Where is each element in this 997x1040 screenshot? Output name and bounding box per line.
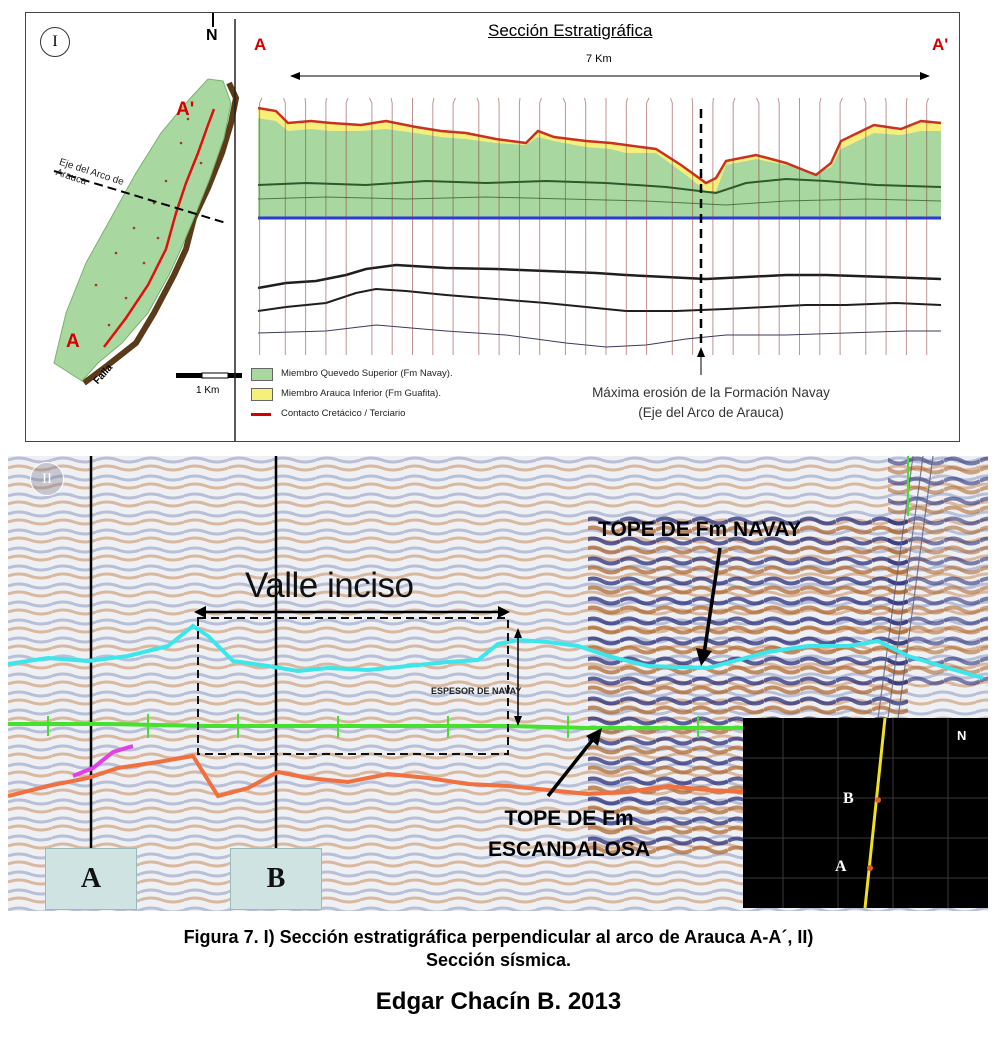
north-label: N xyxy=(206,27,218,44)
well-log-curve xyxy=(283,97,286,355)
orange-horizon xyxy=(8,753,744,799)
caption-line1: Figura 7. I) Sección estratigráfica perp… xyxy=(183,927,814,947)
tope-escandalosa-label: TOPE DE Fm ESCANDALOSA xyxy=(488,803,650,865)
tope-escandalosa-line2: ESCANDALOSA xyxy=(488,838,651,861)
section-title: Sección Estratigráfica xyxy=(488,21,653,40)
north-arrow-icon xyxy=(212,13,214,27)
horizon-ticks xyxy=(47,456,909,738)
contact-line xyxy=(257,106,942,185)
inset-label-a: A xyxy=(835,858,847,875)
panel2-roman-label: II xyxy=(30,462,64,496)
well-log-curve xyxy=(369,97,373,355)
well-log-curve xyxy=(885,97,887,355)
map-green-area xyxy=(53,78,232,382)
legend-label: Miembro Quevedo Superior (Fm Navay). xyxy=(281,368,453,379)
well-log-curve xyxy=(926,97,929,355)
well-log-curve xyxy=(584,97,587,355)
inset-label-b: B xyxy=(843,790,854,807)
well-log-curve xyxy=(390,97,393,355)
escandalosa-top-horizon xyxy=(8,722,743,730)
tope-navay-label: TOPE DE Fm NAVAY xyxy=(598,518,802,541)
erosion-note-line1: Máxima erosión de la Formación Navay xyxy=(592,385,830,400)
well-log-curve xyxy=(863,97,867,355)
well-log-curve xyxy=(562,97,566,355)
well-log-curve xyxy=(432,97,435,355)
tope-escandalosa-line1: TOPE DE Fm xyxy=(504,807,634,830)
legend-line-red xyxy=(251,413,271,416)
stratigraphic-section-panel: I N A A' Eje del Arco de Arauca Falla 1 … xyxy=(25,12,960,442)
figure-caption: Figura 7. I) Sección estratigráfica perp… xyxy=(40,926,957,972)
erosion-note: Máxima erosión de la Formación Navay (Ej… xyxy=(581,383,841,423)
well-log-curve xyxy=(646,97,650,355)
caption-line2: Sección sísmica. xyxy=(425,950,572,970)
legend-label: Miembro Arauca Inferior (Fm Guafita). xyxy=(281,388,441,399)
well-logs xyxy=(259,97,929,355)
inset-graphics xyxy=(743,718,988,908)
well-log-curve xyxy=(839,97,843,355)
inset-north-label: N xyxy=(957,728,967,743)
well-log-curve xyxy=(259,97,263,355)
seismic-graphics xyxy=(8,456,988,911)
well-log-curve xyxy=(819,97,822,355)
well-log-curve xyxy=(670,97,673,355)
well-log-curve xyxy=(732,97,736,355)
well-log-curve xyxy=(756,97,760,355)
panel1-roman-label: I xyxy=(40,27,70,57)
author-credit: Edgar Chacín B. 2013 xyxy=(375,988,622,1015)
section-label-a-prime: A' xyxy=(932,35,949,54)
legend-swatch-yellow xyxy=(251,388,273,401)
well-log-curve xyxy=(345,97,349,355)
seismic-section-panel: II Valle inciso ESPESOR DE NAVAY TOPE DE… xyxy=(8,456,988,911)
navay-top-horizon xyxy=(8,623,984,680)
map-label-a-prime: A' xyxy=(176,99,195,120)
well-log-curve xyxy=(539,97,542,355)
well-log-curve xyxy=(304,97,307,355)
legend-label: Contacto Cretácico / Terciario xyxy=(281,408,406,419)
well-log-curve xyxy=(905,97,908,355)
espesor-label: ESPESOR DE NAVAY xyxy=(431,686,522,696)
location-inset-map: N B A xyxy=(743,718,988,908)
scale-label: 1 Km xyxy=(196,385,220,396)
scale-bar xyxy=(176,372,242,379)
map-section-line xyxy=(103,108,216,348)
well-b-box: B xyxy=(230,848,322,910)
well-log-curve xyxy=(498,97,500,355)
valle-inciso-label: Valle inciso xyxy=(245,566,414,605)
legend-swatch-green xyxy=(251,368,273,381)
map-well-dots xyxy=(94,117,203,327)
distance-label: 7 Km xyxy=(586,53,612,65)
well-log-curve xyxy=(777,97,780,355)
well-log-curve xyxy=(712,97,714,355)
well-log-curve xyxy=(691,97,694,355)
valle-box xyxy=(197,617,509,755)
well-log-curve xyxy=(476,97,480,355)
well-log-curve xyxy=(325,97,327,355)
well-a-box: A xyxy=(45,848,137,910)
well-log-curve xyxy=(452,97,456,355)
navay-layer xyxy=(258,118,941,218)
fault-line xyxy=(82,81,240,386)
panel1-graphics xyxy=(53,19,942,441)
erosion-note-line2: (Eje del Arco de Arauca) xyxy=(638,405,784,420)
well-log-curve xyxy=(518,97,521,355)
well-log-curve xyxy=(625,97,628,355)
map-label-a: A xyxy=(66,331,80,352)
arch-axis-line xyxy=(53,170,227,224)
section-label-a: A xyxy=(254,35,267,54)
